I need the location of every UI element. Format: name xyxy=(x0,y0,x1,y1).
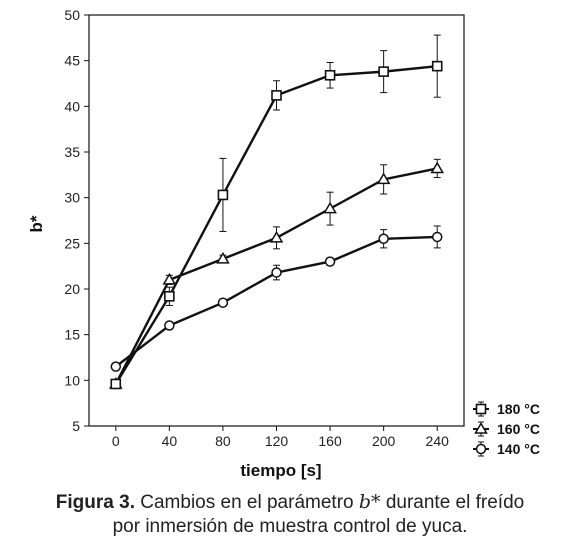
x-tick-label: 120 xyxy=(265,433,289,449)
series-circle xyxy=(110,225,443,372)
series-layer xyxy=(108,34,445,390)
y-axis-title: b* xyxy=(27,215,46,232)
data-point xyxy=(430,161,445,174)
y-tick-label: 30 xyxy=(64,190,80,206)
x-tick-label: 160 xyxy=(318,433,342,449)
data-point xyxy=(110,378,122,390)
series-square xyxy=(110,34,443,390)
data-point xyxy=(271,90,282,101)
data-point xyxy=(376,172,391,185)
data-point xyxy=(271,267,282,278)
data-point xyxy=(164,291,175,302)
y-tick-label: 15 xyxy=(64,327,80,343)
x-axis-title: tiempo [s] xyxy=(240,461,321,480)
line-chart: 0 40 80 120 160 200 240 5 10 15 20 25 30 35 40 45 50 180… xyxy=(27,7,540,480)
caption-line-1: Figura 3. Cambios en el parámetro b* dur… xyxy=(0,490,580,515)
y-tick-label: 45 xyxy=(64,53,80,69)
x-tick-label: 0 xyxy=(112,433,120,449)
data-point xyxy=(323,201,337,214)
caption-text-after: durante el freído xyxy=(385,492,525,513)
y-tick-label: 5 xyxy=(72,418,80,434)
x-tick-label: 80 xyxy=(215,433,231,449)
caption-symbol: b* xyxy=(358,491,381,513)
caption-line-2: por inmersión de muestra control de yuca… xyxy=(112,516,468,537)
legend-item: 180 °C xyxy=(473,401,540,417)
data-point xyxy=(164,320,175,331)
series-line-circle xyxy=(115,235,438,368)
data-point xyxy=(324,69,336,81)
data-point xyxy=(431,231,443,243)
legend-label: 140 °C xyxy=(497,441,540,457)
plot-frame xyxy=(88,14,465,427)
data-point xyxy=(431,60,443,72)
legend-marker xyxy=(475,403,487,415)
caption-text-before: Cambios en el parámetro xyxy=(140,492,354,513)
data-point xyxy=(269,230,284,243)
series-line-square xyxy=(114,64,438,385)
data-point xyxy=(378,233,389,245)
figure-caption: Figura 3. Cambios en el parámetro b* dur… xyxy=(0,490,580,539)
y-tick-label: 25 xyxy=(64,235,80,251)
data-point xyxy=(324,256,336,267)
x-tick-label: 200 xyxy=(372,433,396,449)
data-point xyxy=(110,361,122,372)
legend: 180 °C 160 °C 140 °C xyxy=(473,401,540,457)
x-tick-label: 40 xyxy=(162,433,178,449)
data-point xyxy=(217,189,229,201)
y-tick-label: 40 xyxy=(64,98,80,114)
x-tick-label: 240 xyxy=(426,433,450,449)
legend-item: 140 °C xyxy=(473,441,540,457)
y-tick-label: 35 xyxy=(64,144,80,160)
legend-item: 160 °C xyxy=(473,421,540,437)
caption-label: Figura 3. xyxy=(55,492,135,513)
legend-marker xyxy=(474,422,488,434)
data-point xyxy=(378,66,389,77)
data-point xyxy=(216,251,230,264)
y-tick-label: 20 xyxy=(64,281,80,297)
legend-label: 180 °C xyxy=(497,401,540,417)
data-point xyxy=(162,272,177,285)
legend-marker xyxy=(475,443,487,455)
legend-label: 160 °C xyxy=(497,421,540,437)
data-point xyxy=(217,297,229,308)
y-tick-label: 50 xyxy=(64,7,80,23)
y-tick-label: 10 xyxy=(64,372,80,388)
axes: 0 40 80 120 160 200 240 5 10 15 20 25 30 35 40 45 50 xyxy=(64,7,465,449)
